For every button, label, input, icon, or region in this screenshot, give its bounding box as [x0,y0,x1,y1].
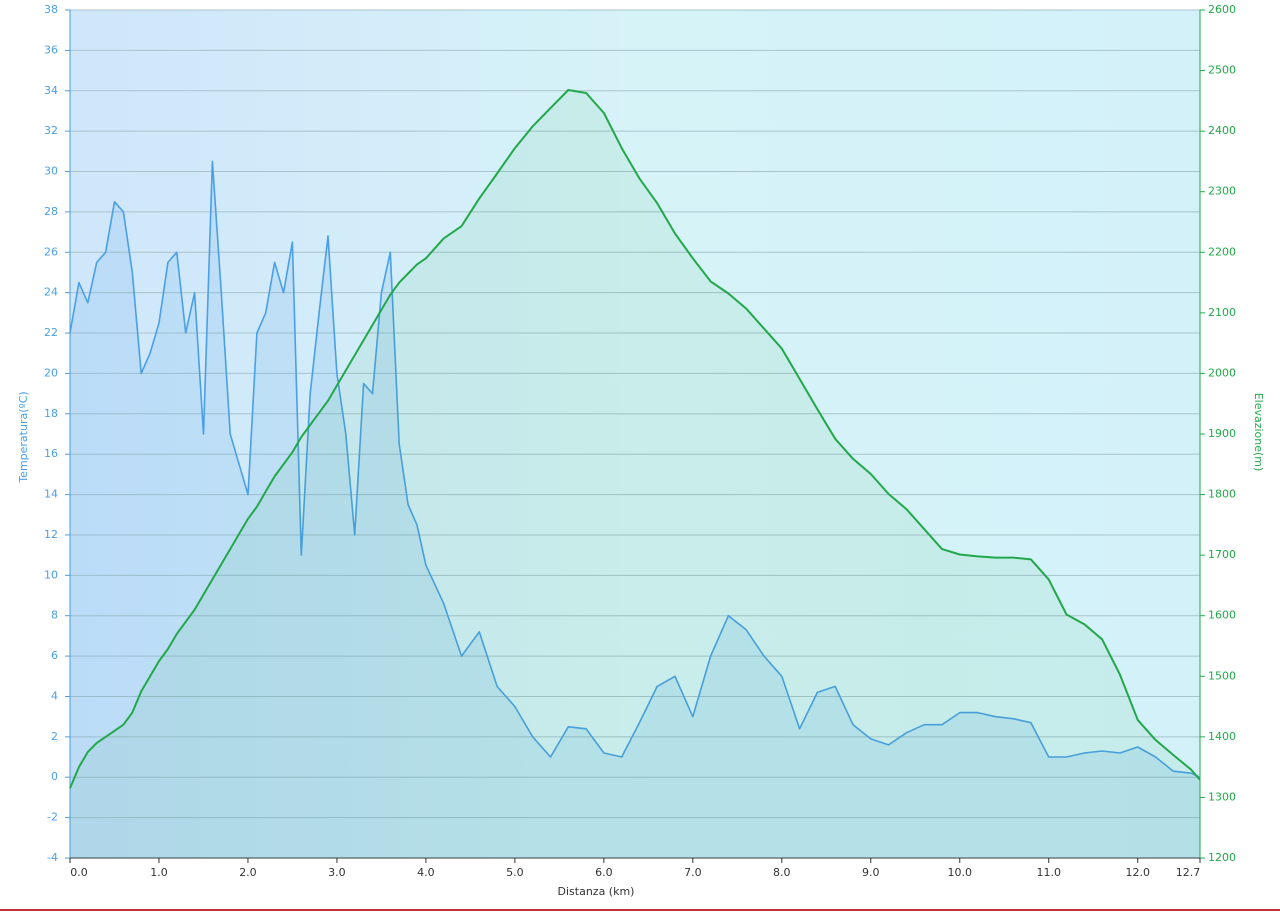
y2-tick-label: 1200 [1208,851,1236,864]
y2-tick-label: 2500 [1208,64,1236,77]
x-tick-label: 9.0 [862,866,880,879]
y2-tick-label: 2100 [1208,306,1236,319]
y-tick-label: 4 [51,689,58,702]
x-tick-label: 2.0 [239,866,257,879]
y2-tick-label: 2200 [1208,245,1236,258]
y-tick-label: 36 [44,43,58,56]
y2-tick-label: 1900 [1208,427,1236,440]
y2-tick-label: 2600 [1208,3,1236,16]
y2-tick-label: 2400 [1208,124,1236,137]
y2-axis-label: Elevazione(m) [1252,393,1265,472]
x-tick-label: 5.0 [506,866,524,879]
y-tick-label: 10 [44,568,58,581]
y-tick-label: 34 [44,84,58,97]
y-tick-label: 12 [44,528,58,541]
x-tick-label: 7.0 [684,866,702,879]
area [70,161,1200,858]
y2-tick-label: 2300 [1208,185,1236,198]
plot-background [70,10,1200,858]
x-tick-label: 10.0 [948,866,973,879]
y-tick-label: 6 [51,649,58,662]
y2-tick-label: 1500 [1208,669,1236,682]
x-axis-label: Distanza (km) [558,885,635,898]
y-tick-label: -2 [47,811,58,824]
x-tick-label: 6.0 [595,866,613,879]
y-tick-label: 2 [51,730,58,743]
y2-tick-label: 1700 [1208,548,1236,561]
x-tick-label: 12.7 [1176,866,1201,879]
x-tick-label: 8.0 [773,866,791,879]
y2-tick-label: 2000 [1208,366,1236,379]
y-tick-label: 24 [44,286,58,299]
y2-tick-label: 1800 [1208,488,1236,501]
y2-tick-label: 1400 [1208,730,1236,743]
y-tick-label: 14 [44,488,58,501]
y-tick-label: 28 [44,205,58,218]
x-tick-label: 0.0 [70,866,88,879]
y-tick-label: 8 [51,609,58,622]
y-tick-label: 30 [44,165,58,178]
x-tick-label: 3.0 [328,866,346,879]
x-tick-label: 11.0 [1036,866,1061,879]
y2-tick-label: 1600 [1208,609,1236,622]
y-axis-label: Temperatura(ºC) [17,391,30,483]
y-tick-label: 38 [44,3,58,16]
line [69,160,1201,778]
y-tick-label: 0 [51,770,58,783]
y-tick-label: 18 [44,407,58,420]
y-tick-label: 22 [44,326,58,339]
y2-tick-label: 1300 [1208,790,1236,803]
area [70,90,1200,858]
line [69,89,1201,789]
x-tick-label: 4.0 [417,866,435,879]
y-tick-label: 20 [44,366,58,379]
y-tick-label: 32 [44,124,58,137]
y-tick-label: 16 [44,447,58,460]
y-tick-label: -4 [47,851,58,864]
y-tick-label: 26 [44,245,58,258]
x-tick-label: 12.0 [1125,866,1150,879]
x-tick-label: 1.0 [150,866,168,879]
